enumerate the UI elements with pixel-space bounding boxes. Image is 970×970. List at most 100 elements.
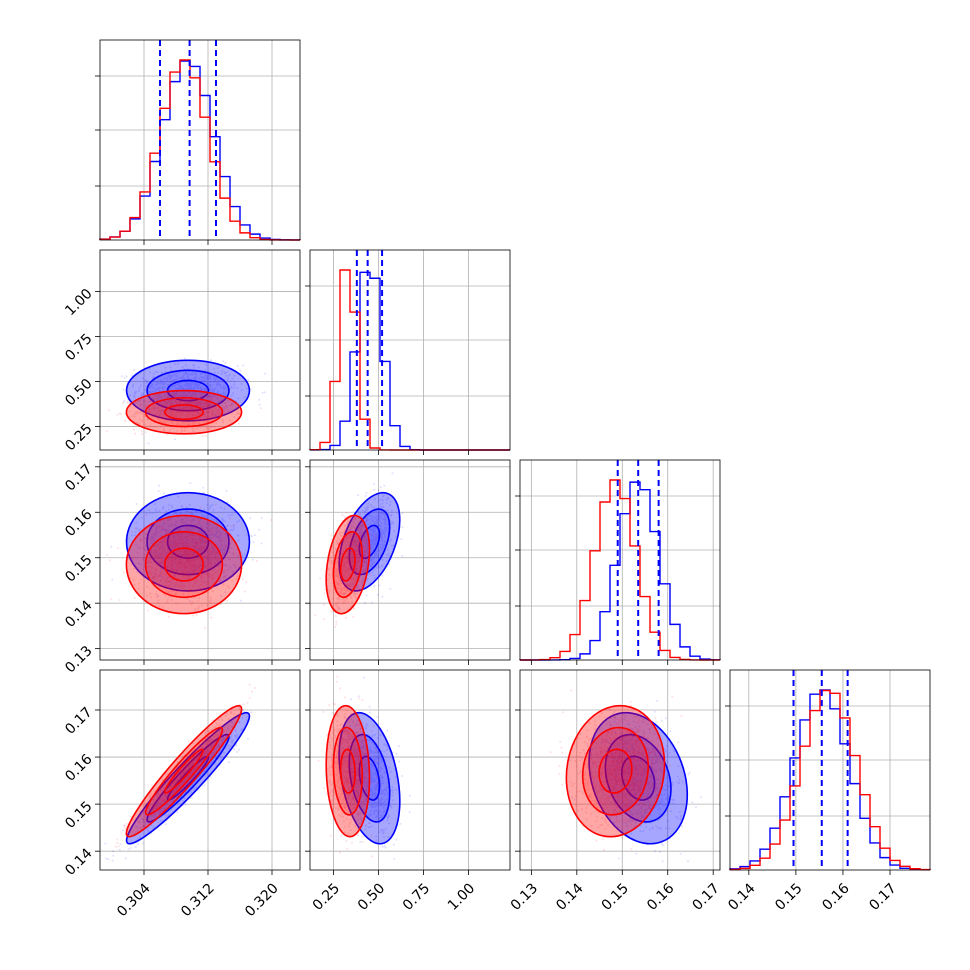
scatter-point: [171, 407, 174, 410]
scatter-point: [187, 511, 189, 514]
scatter-point: [134, 402, 137, 405]
scatter-point: [185, 406, 188, 409]
scatter-point: [161, 386, 164, 389]
scatter-point: [373, 483, 376, 486]
scatter-point: [224, 402, 227, 405]
scatter-point: [139, 384, 142, 387]
scatter-point: [400, 538, 403, 541]
scatter-point: [150, 385, 153, 388]
scatter-point: [110, 545, 113, 548]
scatter-point: [173, 391, 176, 394]
scatter-point: [194, 377, 197, 380]
scatter-point: [198, 377, 201, 380]
scatter-point: [112, 850, 114, 853]
scatter-point: [169, 419, 171, 422]
scatter-point: [188, 423, 191, 426]
scatter-point: [225, 371, 228, 374]
scatter-point: [171, 395, 174, 398]
scatter-point: [134, 527, 137, 530]
scatter-point: [194, 392, 197, 395]
scatter-point: [141, 377, 144, 380]
scatter-point: [128, 401, 131, 404]
scatter-point: [192, 427, 195, 430]
scatter-point: [161, 409, 164, 412]
scatter-point: [186, 375, 189, 378]
scatter-point: [199, 393, 202, 396]
scatter-point: [379, 486, 382, 489]
scatter-point: [157, 387, 160, 390]
scatter-point: [188, 391, 190, 394]
scatter-point: [204, 369, 207, 372]
scatter-point: [209, 398, 212, 400]
scatter-point: [157, 395, 160, 398]
scatter-point: [214, 395, 217, 397]
scatter-point: [187, 376, 190, 379]
scatter-point: [216, 397, 219, 400]
scatter-point: [194, 383, 197, 386]
scatter-point: [155, 383, 158, 386]
scatter-point: [376, 536, 379, 539]
scatter-point: [173, 379, 176, 382]
scatter-point: [192, 370, 194, 373]
scatter-point: [210, 385, 212, 388]
scatter-point: [194, 384, 196, 387]
scatter-point: [160, 380, 163, 383]
scatter-point: [364, 517, 366, 520]
scatter-point: [177, 394, 180, 397]
scatter-point: [222, 360, 224, 363]
scatter-point: [197, 421, 200, 424]
scatter-point: [218, 408, 221, 411]
scatter-point: [184, 408, 187, 411]
scatter-point: [121, 375, 124, 378]
scatter-point: [168, 388, 171, 391]
scatter-point: [203, 413, 206, 416]
scatter-point: [174, 408, 177, 411]
scatter-point: [189, 416, 192, 419]
scatter-point: [189, 382, 192, 385]
scatter-point: [181, 378, 184, 381]
scatter-point: [158, 414, 161, 417]
scatter-point: [229, 517, 232, 520]
scatter-point: [214, 503, 217, 506]
scatter-point: [182, 398, 184, 401]
scatter-point: [162, 409, 165, 412]
scatter-point: [162, 409, 165, 412]
scatter-point: [179, 394, 182, 397]
scatter-point: [227, 377, 229, 379]
scatter-point: [199, 400, 202, 403]
scatter-point: [118, 848, 121, 851]
scatter-point: [371, 601, 373, 604]
scatter-point: [232, 524, 235, 527]
scatter-point: [133, 396, 136, 399]
scatter-point: [118, 412, 121, 415]
scatter-point: [182, 410, 185, 413]
scatter-point: [214, 378, 217, 381]
scatter-point: [197, 366, 200, 369]
scatter-point: [136, 412, 139, 415]
scatter-point: [225, 405, 228, 407]
scatter-point: [163, 377, 166, 379]
scatter-point: [182, 408, 185, 411]
scatter-point: [157, 397, 160, 400]
scatter-point: [208, 385, 211, 388]
scatter-point: [178, 409, 181, 412]
scatter-point: [182, 401, 185, 404]
scatter-point: [345, 616, 347, 619]
scatter-point: [190, 395, 193, 398]
scatter-point: [167, 395, 170, 398]
scatter-point: [188, 392, 191, 395]
scatter-point: [223, 387, 226, 390]
scatter-point: [149, 400, 152, 403]
scatter-point: [190, 401, 193, 404]
scatter-point: [198, 384, 200, 386]
scatter-point: [204, 394, 207, 397]
scatter-point: [203, 379, 205, 382]
scatter-point: [240, 599, 243, 602]
scatter-point: [187, 382, 190, 385]
scatter-point: [227, 411, 230, 414]
scatter-point: [261, 391, 264, 394]
scatter-point: [186, 394, 189, 397]
scatter-point: [152, 398, 155, 401]
scatter-point: [215, 518, 218, 521]
scatter-point: [186, 368, 189, 370]
